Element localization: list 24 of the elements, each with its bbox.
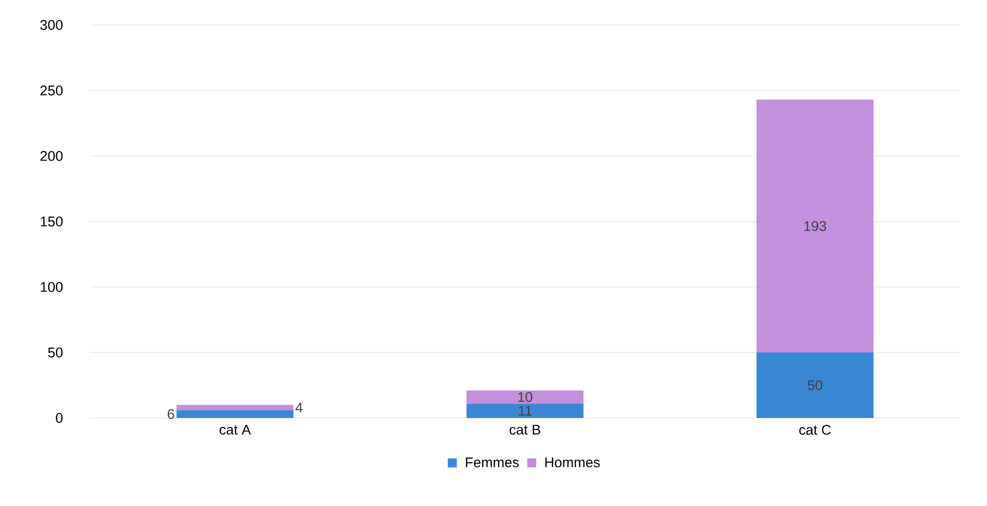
y-tick-label: 50 <box>48 348 63 358</box>
bar <box>466 390 584 404</box>
bar <box>756 100 874 352</box>
data-label: 11 <box>518 406 532 416</box>
bar <box>176 410 294 418</box>
data-label: 193 <box>804 221 826 232</box>
data-label: 6 <box>168 409 174 420</box>
bar <box>756 352 874 418</box>
bar <box>466 404 584 418</box>
y-tick-label: 0 <box>56 413 63 423</box>
x-tick-label: cat A <box>220 424 251 435</box>
data-label: 10 <box>518 392 532 402</box>
x-tick-label: cat B <box>510 424 540 435</box>
y-tick-label: 250 <box>40 86 63 96</box>
data-label: 50 <box>808 380 822 390</box>
legend-label: Femmes <box>466 458 519 468</box>
y-tick-label: 300 <box>40 20 63 30</box>
x-tick-label: cat C <box>799 424 831 435</box>
y-tick-label: 200 <box>40 151 63 161</box>
y-tick-label: 100 <box>40 282 63 292</box>
bar <box>176 404 294 410</box>
data-label: 4 <box>296 402 303 412</box>
y-tick-label: 150 <box>40 216 63 226</box>
legend-label: Hommes <box>545 458 600 468</box>
